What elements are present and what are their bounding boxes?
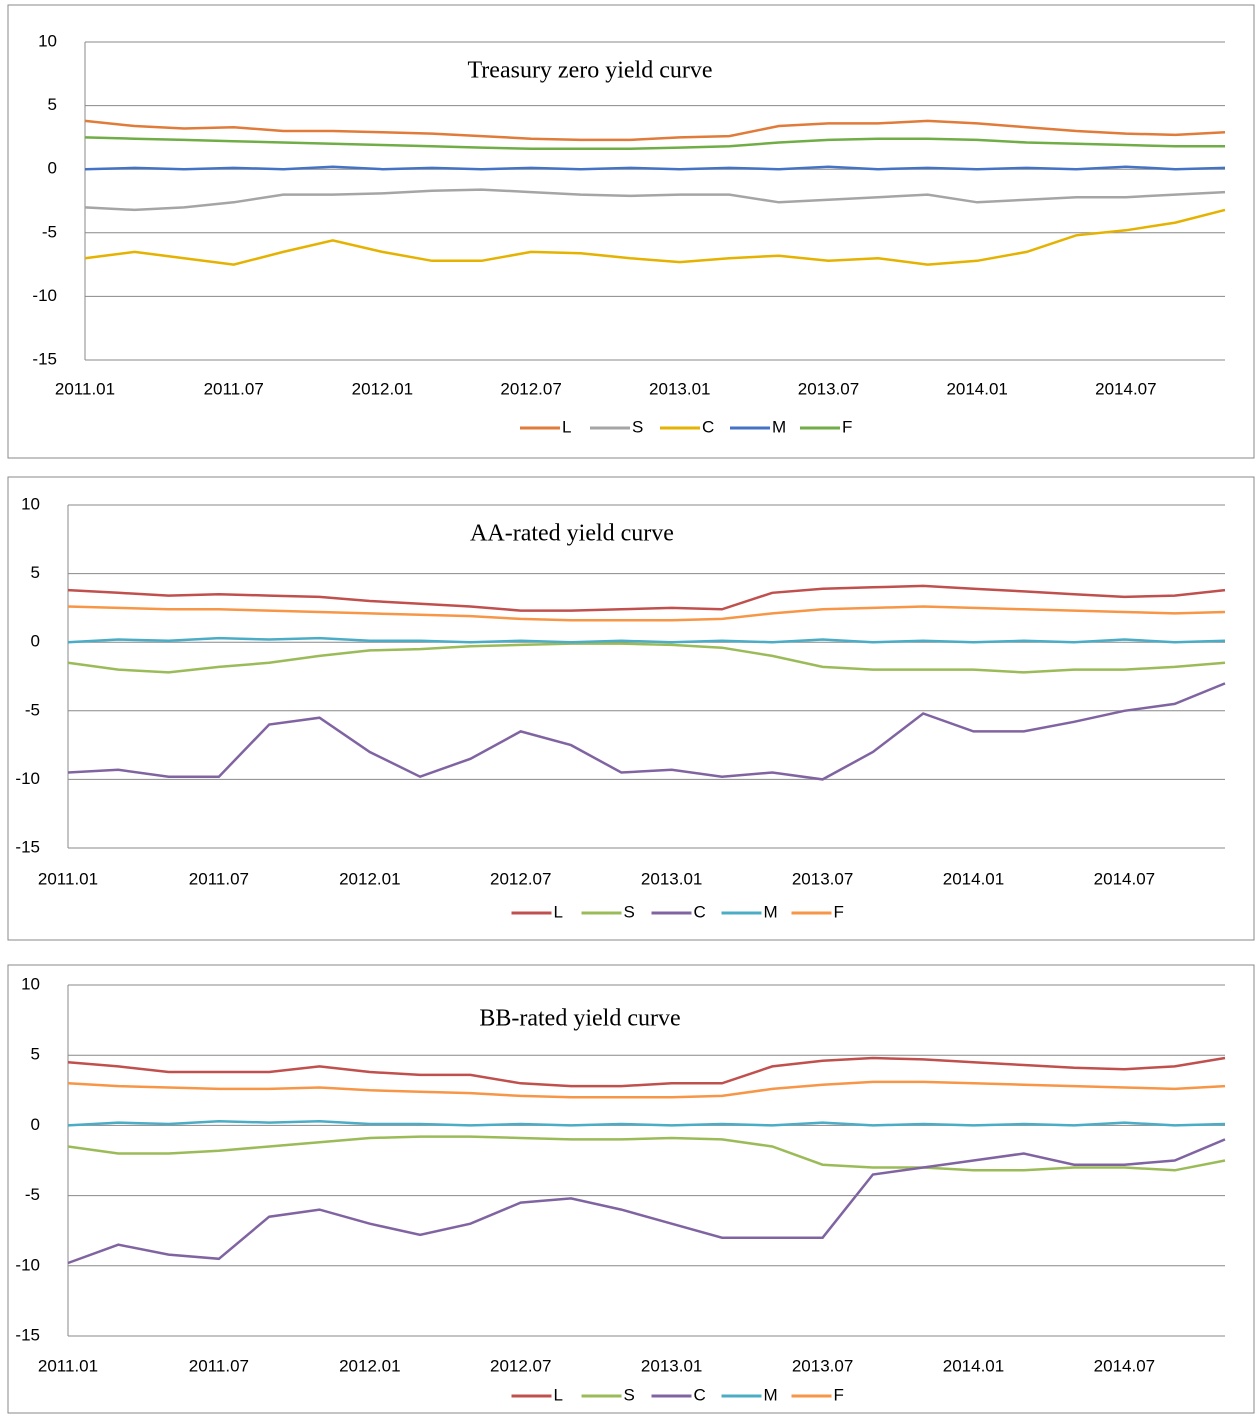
panel-border bbox=[7, 964, 1255, 1414]
x-tick-label: 2013.07 bbox=[798, 379, 859, 398]
legend-label: M bbox=[764, 902, 778, 921]
x-tick-label: 2014.01 bbox=[943, 869, 1004, 888]
panel-border bbox=[7, 476, 1255, 941]
y-tick-label: 10 bbox=[21, 974, 40, 993]
series-line bbox=[84, 188, 1226, 212]
y-tick-label: -10 bbox=[15, 769, 40, 788]
x-tick-label: 2012.07 bbox=[500, 379, 561, 398]
y-tick-label: -15 bbox=[15, 837, 40, 856]
y-tick-label: 5 bbox=[31, 1045, 40, 1064]
x-tick-label: 2011.01 bbox=[38, 1356, 98, 1375]
y-tick-label: 0 bbox=[31, 632, 40, 651]
series-line bbox=[84, 119, 1226, 142]
series-line bbox=[67, 636, 1226, 644]
legend-label: C bbox=[694, 902, 706, 921]
x-tick-label: 2012.01 bbox=[352, 379, 413, 398]
y-tick-label: 5 bbox=[48, 95, 57, 114]
legend-label: F bbox=[834, 902, 844, 921]
legend-label: S bbox=[624, 1385, 635, 1404]
series-line bbox=[67, 1138, 1226, 1265]
x-tick-label: 2011.01 bbox=[55, 379, 115, 398]
series-line bbox=[67, 1135, 1226, 1172]
x-tick-label: 2014.01 bbox=[943, 1356, 1004, 1375]
y-tick-label: 0 bbox=[48, 159, 57, 178]
x-tick-label: 2011.01 bbox=[38, 869, 98, 888]
legend-label: C bbox=[702, 417, 714, 436]
x-tick-label: 2013.01 bbox=[641, 869, 702, 888]
x-tick-label: 2014.07 bbox=[1094, 1356, 1155, 1375]
legend-label: F bbox=[834, 1385, 844, 1404]
chart-title: BB-rated yield curve bbox=[479, 1006, 680, 1032]
y-tick-label: 10 bbox=[38, 31, 57, 50]
legend-label: F bbox=[842, 417, 852, 436]
legend-label: M bbox=[764, 1385, 778, 1404]
y-tick-label: 0 bbox=[31, 1115, 40, 1134]
x-tick-label: 2014.07 bbox=[1094, 869, 1155, 888]
chart-title: Treasury zero yield curve bbox=[467, 58, 712, 84]
x-tick-label: 2013.01 bbox=[641, 1356, 702, 1375]
y-tick-label: -15 bbox=[15, 1325, 40, 1344]
x-tick-label: 2011.07 bbox=[204, 379, 264, 398]
panel-border bbox=[7, 4, 1255, 459]
series-line bbox=[84, 165, 1226, 171]
series-line bbox=[67, 605, 1226, 622]
x-tick-label: 2011.07 bbox=[189, 869, 249, 888]
chart-title: AA-rated yield curve bbox=[470, 521, 674, 547]
legend-label: L bbox=[554, 1385, 563, 1404]
legend-label: L bbox=[554, 902, 563, 921]
y-tick-label: -15 bbox=[32, 349, 57, 368]
x-tick-label: 2014.01 bbox=[946, 379, 1007, 398]
legend-label: M bbox=[772, 417, 786, 436]
series-line bbox=[67, 682, 1226, 781]
series-line bbox=[67, 1119, 1226, 1127]
legend-label: C bbox=[694, 1385, 706, 1404]
legend-label: S bbox=[624, 902, 635, 921]
y-tick-label: -5 bbox=[42, 222, 57, 241]
y-tick-label: 10 bbox=[21, 494, 40, 513]
x-tick-label: 2012.01 bbox=[339, 869, 400, 888]
x-tick-label: 2011.07 bbox=[189, 1356, 249, 1375]
y-tick-label: -5 bbox=[25, 1185, 40, 1204]
series-line bbox=[67, 584, 1226, 612]
y-tick-label: 5 bbox=[31, 563, 40, 582]
x-tick-label: 2014.07 bbox=[1095, 379, 1156, 398]
legend-label: S bbox=[632, 417, 643, 436]
legend-label: L bbox=[562, 417, 571, 436]
series-line bbox=[84, 208, 1226, 266]
x-tick-label: 2013.07 bbox=[792, 1356, 853, 1375]
y-tick-label: -10 bbox=[32, 286, 57, 305]
x-tick-label: 2012.07 bbox=[490, 869, 551, 888]
x-tick-label: 2012.07 bbox=[490, 1356, 551, 1375]
y-tick-label: -10 bbox=[15, 1255, 40, 1274]
series-line bbox=[67, 642, 1226, 674]
y-tick-label: -5 bbox=[25, 700, 40, 719]
x-tick-label: 2012.01 bbox=[339, 1356, 400, 1375]
series-line bbox=[67, 1080, 1226, 1099]
x-tick-label: 2013.01 bbox=[649, 379, 710, 398]
x-tick-label: 2013.07 bbox=[792, 869, 853, 888]
series-line bbox=[67, 1056, 1226, 1088]
series-line bbox=[84, 136, 1225, 151]
